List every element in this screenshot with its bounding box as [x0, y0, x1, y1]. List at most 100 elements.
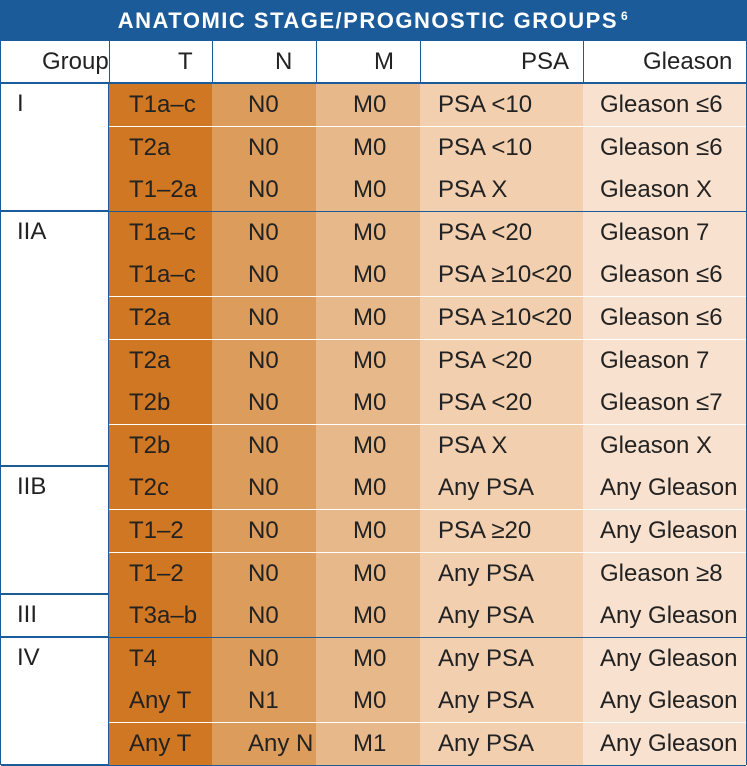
gleason-cell: Any Gleason	[583, 680, 746, 723]
table-row: T1–2 N0 M0 PSA ≥20 Any Gleason	[109, 509, 746, 553]
table-title: ANATOMIC STAGE/PROGNOSTIC GROUPS	[117, 8, 619, 33]
table-row: T3a–b N0 M0 Any PSA Any Gleason	[109, 595, 746, 638]
psa-cell: PSA ≥10<20	[420, 296, 583, 339]
psa-cell: PSA ≥10<20	[420, 254, 583, 297]
gleason-cell: Any Gleason	[583, 722, 746, 765]
header-psa: PSA	[420, 41, 583, 82]
psa-cell: PSA X	[420, 169, 583, 212]
t-cell: T2a	[109, 296, 212, 339]
gleason-cell: Gleason ≤6	[583, 84, 746, 126]
m-cell: M0	[316, 339, 420, 382]
psa-cell: PSA <10	[420, 84, 583, 126]
n-cell: N0	[212, 595, 316, 638]
n-cell: N0	[212, 84, 316, 126]
psa-cell: Any PSA	[420, 552, 583, 595]
t-cell: Any T	[109, 722, 212, 765]
n-cell: N0	[212, 126, 316, 169]
t-cell: T1–2a	[109, 169, 212, 212]
t-cell: T3a–b	[109, 595, 212, 638]
psa-cell: Any PSA	[420, 722, 583, 765]
n-cell: N0	[212, 339, 316, 382]
n-cell: N0	[212, 467, 316, 510]
n-cell: N0	[212, 424, 316, 467]
m-cell: M0	[316, 552, 420, 595]
m-cell: M0	[316, 126, 420, 169]
psa-cell: Any PSA	[420, 637, 583, 680]
psa-cell: PSA X	[420, 424, 583, 467]
stage-group: IIB T2c N0 M0 Any PSA Any Gleason T1–2 N0 M0 PSA …	[1, 467, 746, 596]
t-cell: T1–2	[109, 509, 212, 552]
table-row: T2a N0 M0 PSA <20 Gleason 7	[109, 339, 746, 383]
t-cell: T4	[109, 637, 212, 680]
table-row: T1a–c N0 M0 PSA ≥10<20 Gleason ≤6	[109, 254, 746, 298]
gleason-cell: Gleason 7	[583, 211, 746, 254]
stage-group: I T1a–c N0 M0 PSA <10 Gleason ≤6 T2a N0 M0 PSA <1…	[1, 84, 746, 212]
n-cell: N0	[212, 169, 316, 212]
table-row: T1a–c N0 M0 PSA <20 Gleason 7	[109, 211, 746, 255]
table-row: T1–2a N0 M0 PSA X Gleason X	[109, 169, 746, 212]
m-cell: M0	[316, 254, 420, 297]
header-m: M	[316, 41, 420, 82]
m-cell: M0	[316, 467, 420, 510]
table-row: T2b N0 M0 PSA X Gleason X	[109, 424, 746, 467]
gleason-cell: Gleason ≤6	[583, 126, 746, 169]
gleason-cell: Gleason ≤6	[583, 254, 746, 297]
m-cell: M0	[316, 509, 420, 552]
stage-label: IIB	[1, 467, 109, 594]
header-group: Group	[42, 48, 109, 75]
header-t: T	[109, 41, 212, 82]
psa-cell: Any PSA	[420, 595, 583, 638]
title-footnote: 6	[621, 9, 630, 23]
t-cell: T1a–c	[109, 84, 212, 126]
psa-cell: Any PSA	[420, 467, 583, 510]
t-cell: T1a–c	[109, 254, 212, 297]
m-cell: M0	[316, 382, 420, 425]
n-cell: N1	[212, 680, 316, 723]
gleason-cell: Gleason X	[583, 169, 746, 212]
t-cell: T1–2	[109, 552, 212, 595]
table-row: T2a N0 M0 PSA ≥10<20 Gleason ≤6	[109, 296, 746, 340]
n-cell: N0	[212, 552, 316, 595]
m-cell: M0	[316, 84, 420, 126]
m-cell: M0	[316, 595, 420, 638]
n-cell: N0	[212, 254, 316, 297]
table-row: Any T Any N M1 Any PSA Any Gleason	[109, 722, 746, 765]
table-row: T2c N0 M0 Any PSA Any Gleason	[109, 467, 746, 511]
gleason-cell: Gleason 7	[583, 339, 746, 382]
psa-cell: PSA ≥20	[420, 509, 583, 552]
table-row: T4 N0 M0 Any PSA Any Gleason	[109, 637, 746, 681]
stage-label: I	[1, 84, 109, 210]
table-title-bar: ANATOMIC STAGE/PROGNOSTIC GROUPS 6	[1, 1, 746, 41]
n-cell: N0	[212, 509, 316, 552]
stage-label: IIA	[1, 211, 109, 466]
gleason-cell: Gleason X	[583, 424, 746, 467]
gleason-cell: Any Gleason	[583, 509, 746, 552]
table-row: T1a–c N0 M0 PSA <10 Gleason ≤6	[109, 84, 746, 127]
m-cell: M0	[316, 424, 420, 467]
stage-label: III	[1, 595, 109, 636]
gleason-cell: Any Gleason	[583, 595, 746, 638]
stage-group: IV T4 N0 M0 Any PSA Any Gleason Any T N1 M0 Any P…	[1, 637, 746, 766]
t-cell: T2a	[109, 339, 212, 382]
column-header-row: Group T N M PSA Gleason	[1, 41, 746, 84]
t-cell: Any T	[109, 680, 212, 723]
psa-cell: Any PSA	[420, 680, 583, 723]
gleason-cell: Gleason ≤6	[583, 296, 746, 339]
stage-group: III T3a–b N0 M0 Any PSA Any Gleason	[1, 595, 746, 638]
t-cell: T2b	[109, 424, 212, 467]
n-cell: Any N	[212, 722, 316, 765]
gleason-cell: Gleason ≥8	[583, 552, 746, 595]
t-cell: T2a	[109, 126, 212, 169]
t-cell: T1a–c	[109, 211, 212, 254]
n-cell: N0	[212, 211, 316, 254]
m-cell: M0	[316, 680, 420, 723]
psa-cell: PSA <10	[420, 126, 583, 169]
table-row: T2b N0 M0 PSA <20 Gleason ≤7	[109, 382, 746, 426]
m-cell: M0	[316, 637, 420, 680]
m-cell: M0	[316, 169, 420, 212]
m-cell: M0	[316, 211, 420, 254]
table-row: T2a N0 M0 PSA <10 Gleason ≤6	[109, 126, 746, 170]
stage-group: IIA T1a–c N0 M0 PSA <20 Gleason 7 T1a–c N0 M0 PSA…	[1, 211, 746, 468]
table-row: Any T N1 M0 Any PSA Any Gleason	[109, 680, 746, 724]
